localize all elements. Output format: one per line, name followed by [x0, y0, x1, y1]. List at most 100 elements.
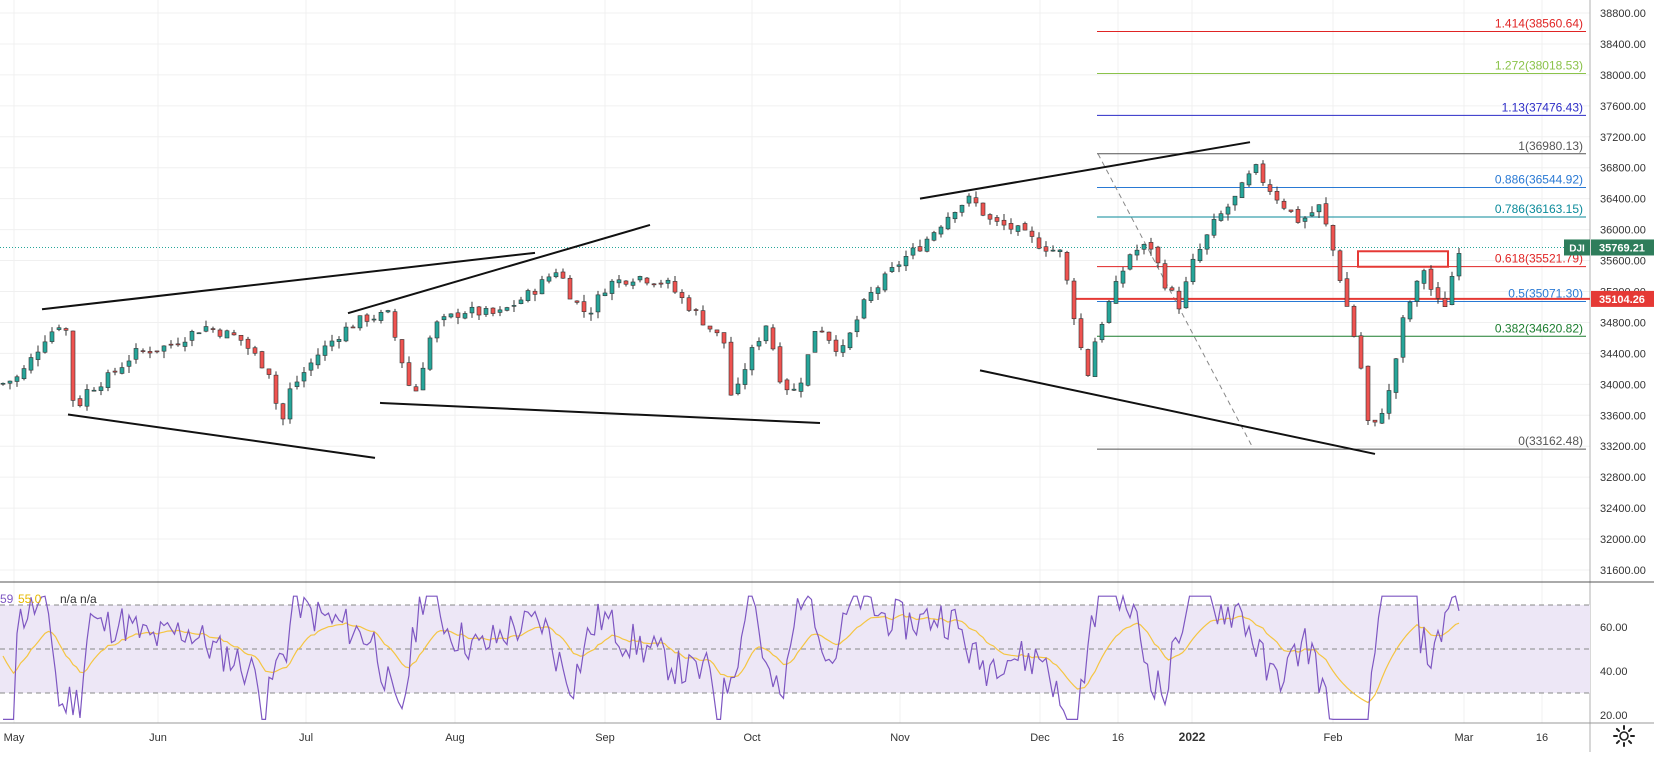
highlight-rectangle	[1357, 250, 1449, 268]
candle-body	[161, 345, 167, 352]
candle-body	[861, 299, 867, 319]
candle-body	[777, 346, 783, 383]
candle-body	[637, 276, 643, 281]
candle-body	[1057, 249, 1063, 253]
candle-body	[770, 327, 776, 350]
candle-body	[392, 311, 398, 338]
trend-line	[41, 251, 536, 311]
candle-body	[217, 329, 223, 337]
candle-body	[413, 386, 419, 392]
candle-body	[1407, 301, 1413, 320]
fib-level-label: 0(33162.48)	[1518, 434, 1583, 448]
candle-body	[364, 314, 370, 322]
candle-body	[560, 271, 566, 279]
rsi-header: 59 55.0 n/a n/a	[0, 592, 97, 606]
candle-body	[434, 321, 440, 339]
price-axis-tick: 35600.00	[1600, 256, 1646, 268]
fib-level-label: 1.414(38560.64)	[1495, 17, 1583, 31]
candle-body	[959, 204, 965, 213]
price-axis-tick: 36400.00	[1600, 194, 1646, 206]
candle-body	[1274, 190, 1280, 201]
candle-body	[49, 331, 55, 342]
last-price-tag: DJI 35769.21	[1564, 239, 1654, 256]
candle-body	[1162, 263, 1168, 289]
price-axis-tick: 38000.00	[1600, 70, 1646, 82]
symbol-tag-bg	[1564, 239, 1590, 256]
candle-body	[1351, 305, 1357, 337]
candle-body	[301, 372, 307, 382]
candle-body	[1316, 204, 1322, 213]
price-axis-tick: 33200.00	[1600, 441, 1646, 453]
candle-body	[1001, 219, 1007, 226]
candle-body	[252, 347, 258, 354]
candle-body	[679, 292, 685, 299]
price-axis-tick: 38800.00	[1600, 8, 1646, 20]
candle-body	[1008, 223, 1014, 230]
price-axis-tick: 37200.00	[1600, 132, 1646, 144]
candle-body	[1183, 281, 1189, 309]
candle-body	[1204, 234, 1210, 250]
time-axis-tick: 16	[1112, 732, 1124, 744]
candle-body	[1449, 276, 1455, 306]
candle-body	[35, 351, 41, 360]
candle-body	[756, 341, 762, 347]
candle-body	[343, 326, 349, 342]
candle-body	[1225, 206, 1231, 215]
candle-body	[707, 325, 713, 330]
candle-body	[574, 300, 580, 303]
candle-body	[567, 277, 573, 300]
candle-body	[1197, 249, 1203, 262]
candle-body	[1372, 419, 1378, 423]
candle-body	[763, 325, 769, 342]
candle-body	[63, 328, 69, 331]
candle-body	[1092, 341, 1098, 377]
price-axis-tick: 36800.00	[1600, 163, 1646, 175]
candle-body	[700, 310, 706, 326]
candle-body	[28, 357, 34, 371]
candle-body	[462, 313, 468, 319]
candle-body	[1211, 219, 1217, 236]
candle-body	[105, 372, 111, 388]
fib-level-label: 0.886(36544.92)	[1495, 172, 1583, 186]
candle-body	[168, 343, 174, 346]
candle-body	[630, 281, 636, 286]
candle-body	[1288, 209, 1294, 212]
candle-body	[7, 380, 13, 384]
rsi-axis-tick: 20.00	[1600, 710, 1628, 722]
candle-body	[1414, 280, 1420, 302]
candle-body	[357, 315, 363, 329]
candle-body	[1141, 244, 1147, 250]
candle-body	[98, 386, 104, 391]
time-axis-tick: 2022	[1179, 730, 1206, 744]
candle-body	[1029, 230, 1035, 237]
candle-body	[665, 279, 671, 284]
candle-body	[1064, 252, 1070, 281]
price-axis-tick: 31600.00	[1600, 565, 1646, 577]
candle-body	[1435, 287, 1441, 299]
candle-body	[504, 307, 510, 311]
candle-body	[266, 368, 272, 375]
candle-body	[609, 280, 615, 294]
candle-body	[427, 337, 433, 370]
candle-body	[1106, 301, 1112, 323]
candle-body	[686, 297, 692, 311]
candle-body	[1148, 242, 1154, 250]
candle-body	[868, 292, 874, 301]
time-axis-tick: Jul	[299, 732, 313, 744]
candle-body	[1421, 270, 1427, 284]
candle-body	[714, 329, 720, 334]
candle-body	[903, 256, 909, 267]
candle-body	[784, 379, 790, 391]
line-price-bg	[1591, 290, 1654, 307]
candle-body	[805, 354, 811, 386]
candle-body	[140, 350, 146, 352]
candle-body	[175, 343, 181, 346]
price-axis-tick: 34400.00	[1600, 348, 1646, 360]
gear-icon[interactable]	[1612, 724, 1636, 748]
candle-body	[245, 338, 251, 349]
candle-body	[1428, 268, 1434, 290]
candle-body	[938, 226, 944, 235]
candle-body	[875, 287, 881, 294]
